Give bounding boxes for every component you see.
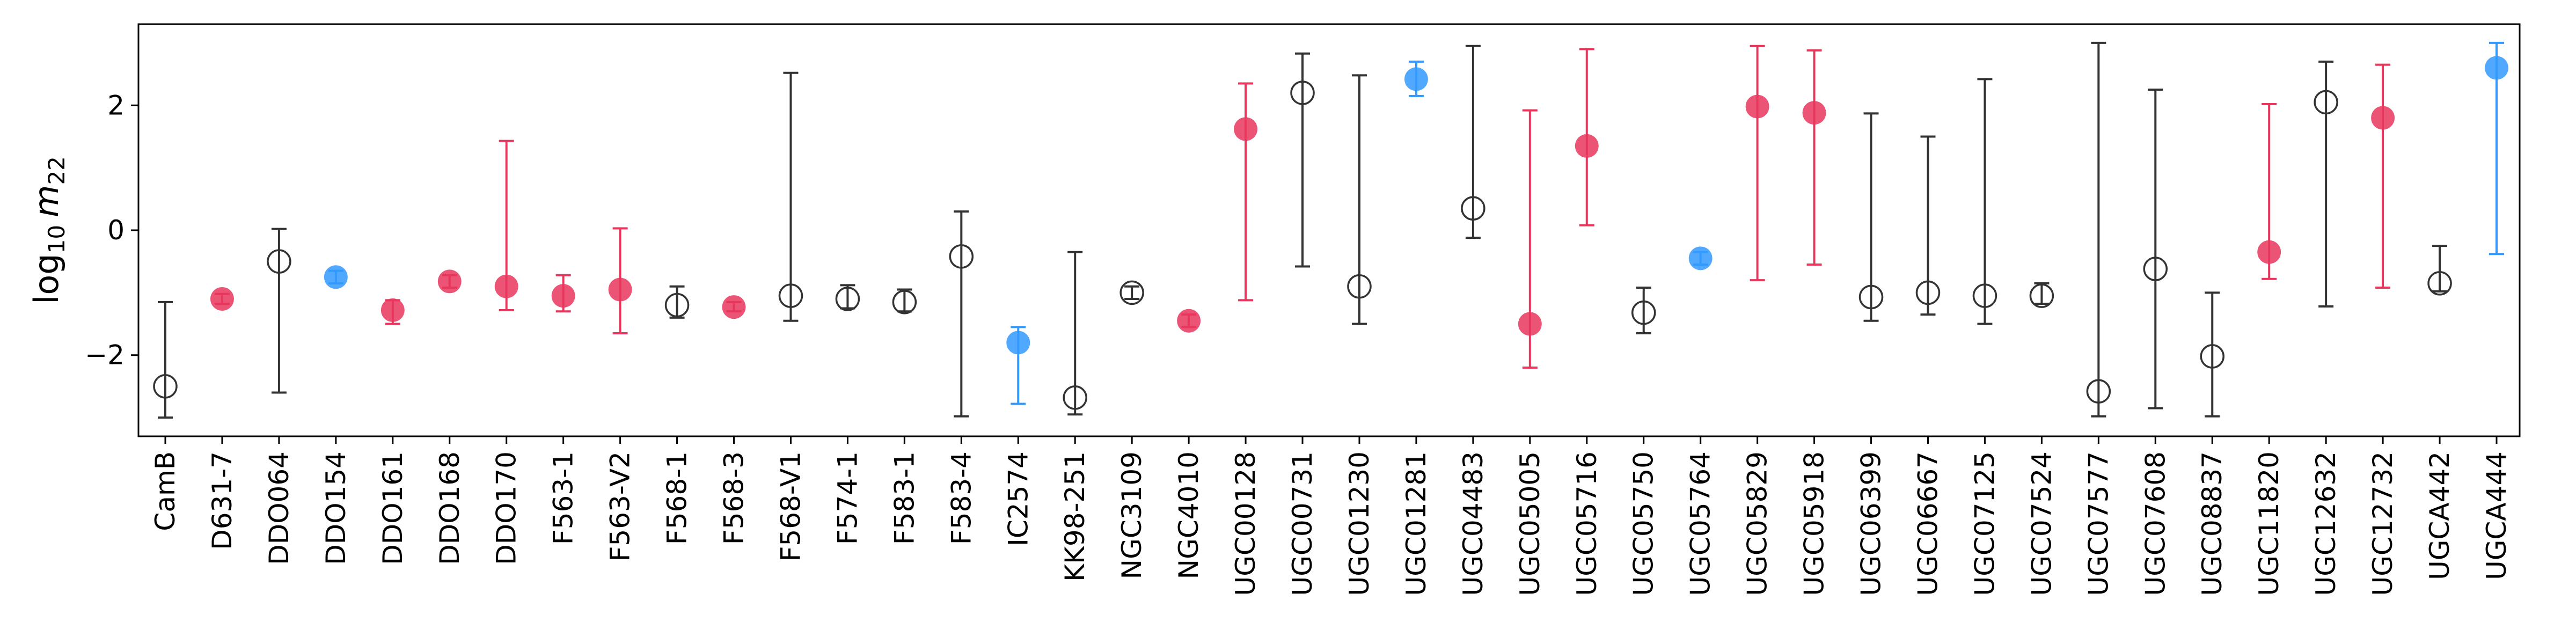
x-tick-label-ic2574: IC2574: [1002, 451, 1034, 546]
point-ugc06667: [1915, 280, 1941, 305]
point-f568-3: [722, 295, 746, 319]
point-ugc12632: [2314, 90, 2338, 115]
x-tick-label-f583-1: F583-1: [889, 451, 920, 545]
point-ugc07125: [1972, 283, 1997, 308]
x-tick-label-ddo161: DDO161: [377, 451, 408, 565]
x-tick-label-ugc05716: UGC05716: [1571, 451, 1602, 596]
point-ddo064: [267, 249, 291, 274]
y-axis: −2 0 2: [85, 90, 138, 371]
x-tick-label-ugc07125: UGC07125: [1969, 451, 2000, 596]
point-ugc00731: [1290, 80, 1315, 105]
x-tick-label-f574-1: F574-1: [832, 451, 863, 545]
x-tick-label-f568-3: F568-3: [719, 451, 750, 545]
ylabel-log: log: [27, 253, 66, 304]
point-ugc05005: [1518, 312, 1542, 336]
x-tick-label-ddo064: DDO064: [264, 451, 295, 565]
x-tick-label-ugc08837: UGC08837: [2197, 451, 2228, 596]
x-tick-label-ugca442: UGCA442: [2424, 451, 2455, 580]
x-tick-label-f568-1: F568-1: [662, 451, 693, 545]
point-f574-1: [835, 287, 860, 311]
x-tick-label-ddo170: DDO170: [491, 451, 522, 565]
x-tick-label-f568-v1: F568-V1: [775, 451, 806, 561]
point-ugc07577: [2086, 379, 2111, 404]
x-tick-label-f583-4: F583-4: [946, 451, 977, 545]
point-ugca444: [2485, 56, 2508, 80]
x-tick-label-ugc00731: UGC00731: [1287, 451, 1318, 596]
point-ddo161: [380, 298, 405, 322]
x-tick-label-ugc05918: UGC05918: [1799, 451, 1830, 596]
y-tick-label: −2: [85, 340, 125, 371]
point-ugc05918: [1802, 101, 1826, 125]
point-ugc00128: [1234, 117, 1258, 141]
point-ugc05829: [1745, 94, 1769, 119]
point-ngc4010: [1177, 309, 1201, 333]
point-f563-1: [551, 284, 575, 308]
point-ugc11820: [2257, 240, 2281, 264]
point-f568-v1: [778, 283, 803, 308]
x-axis: CamB D631-7 DDO064 DDO154 DDO161 DDO168 DDO170…: [150, 436, 2512, 596]
point-ngc3109: [1119, 280, 1144, 305]
point-ugc01281: [1404, 67, 1428, 91]
x-tick-label-ngc4010: NGC4010: [1173, 451, 1204, 579]
x-tick-label-ugca444: UGCA444: [2481, 451, 2512, 580]
error-bars: [158, 41, 2504, 419]
x-tick-label-ugc06667: UGC06667: [1912, 451, 1943, 596]
point-ugc05750: [1631, 300, 1656, 325]
x-tick-label-ugc12732: UGC12732: [2367, 451, 2398, 596]
point-f563-v2: [608, 277, 632, 302]
x-tick-label-ugc07608: UGC07608: [2140, 451, 2171, 596]
y-axis-label: log10 m22: [27, 156, 70, 304]
y-tick-label: 0: [107, 215, 125, 246]
plot-frame: [137, 23, 2521, 437]
x-tick-label-ugc05829: UGC05829: [1742, 451, 1773, 596]
x-tick-label-ugc07577: UGC07577: [2083, 451, 2114, 596]
x-tick-label-f563-v2: F563-V2: [605, 451, 636, 561]
point-ic2574: [1006, 331, 1030, 355]
point-ugc06399: [1858, 284, 1884, 310]
x-tick-label-ugc12632: UGC12632: [2310, 451, 2341, 596]
data-points: [153, 56, 2508, 410]
x-tick-label-d631-7: D631-7: [207, 451, 238, 550]
x-tick-label-ddo168: DDO168: [434, 451, 465, 565]
point-d631-7: [210, 287, 234, 311]
point-camb: [153, 374, 178, 399]
x-tick-label-ugc11820: UGC11820: [2253, 451, 2285, 596]
x-tick-label-kk98-251: KK98-251: [1059, 451, 1091, 582]
x-tick-label-ddo154: DDO154: [320, 451, 352, 565]
x-tick-label-ugc01281: UGC01281: [1401, 451, 1432, 596]
y-tick-label: 2: [107, 90, 125, 121]
point-ugca442: [2427, 271, 2452, 296]
x-tick-label-ugc07524: UGC07524: [2026, 451, 2057, 596]
x-tick-label-ugc06399: UGC06399: [1856, 451, 1887, 596]
point-f583-1: [892, 290, 917, 314]
x-tick-label-camb: CamB: [150, 451, 181, 531]
x-tick-label-ugc05750: UGC05750: [1628, 451, 1659, 596]
point-ddo168: [437, 269, 462, 294]
point-ugc12732: [2371, 106, 2395, 130]
ylabel-variable-subscript: 22: [43, 156, 70, 185]
ylabel-variable: m: [27, 185, 66, 217]
x-tick-label-ngc3109: NGC3109: [1116, 451, 1147, 579]
point-ddo154: [324, 265, 348, 289]
point-ugc05764: [1688, 246, 1713, 270]
x-tick-label-ugc05764: UGC05764: [1685, 451, 1716, 596]
point-ugc04483: [1461, 196, 1485, 221]
x-tick-label-f563-1: F563-1: [548, 451, 579, 545]
point-ugc07608: [2143, 257, 2168, 281]
point-kk98-251: [1063, 385, 1087, 410]
x-tick-label-ugc00128: UGC00128: [1230, 451, 1261, 596]
point-f583-4: [949, 244, 974, 269]
point-ugc01230: [1347, 274, 1372, 299]
point-f568-1: [664, 292, 690, 318]
point-ugc08837: [2200, 344, 2224, 369]
x-tick-label-ugc05005: UGC05005: [1514, 451, 1546, 596]
point-ddo170: [494, 274, 518, 298]
x-tick-label-ugc01230: UGC01230: [1344, 451, 1375, 596]
point-ugc05716: [1575, 134, 1599, 158]
x-tick-label-ugc04483: UGC04483: [1458, 451, 1489, 596]
ylabel-log-subscript: 10: [43, 225, 70, 253]
point-ugc07524: [2029, 283, 2054, 308]
